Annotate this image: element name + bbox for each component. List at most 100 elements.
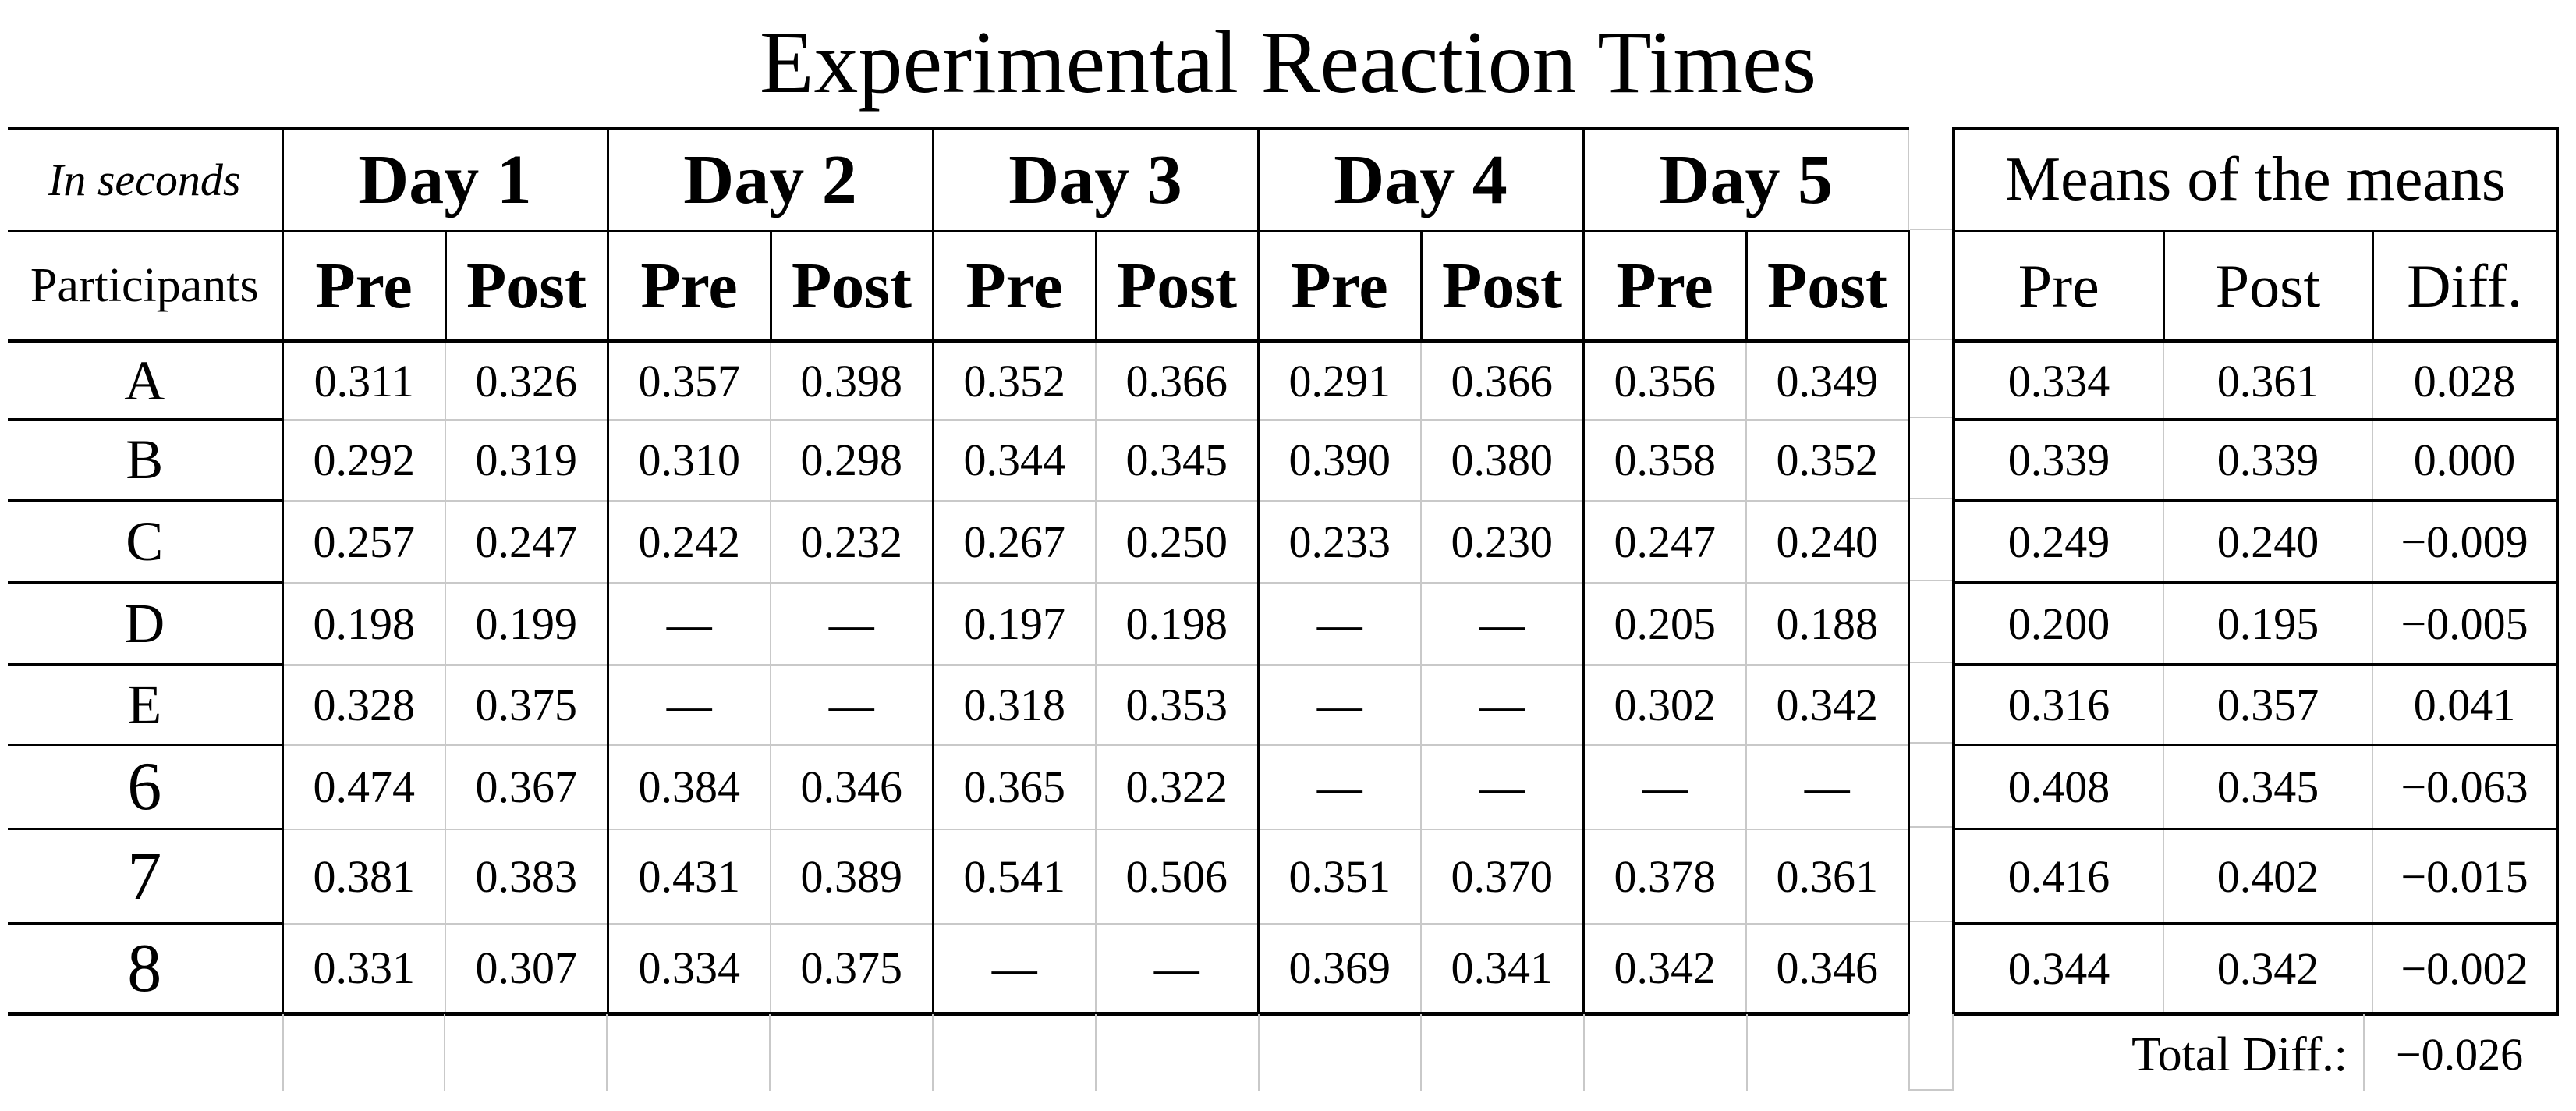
participant-row: E 0.328 0.375— —0.318 0.353— —0.302 0.342 (8, 664, 1910, 746)
reaction-time-cell: — (1256, 582, 1421, 666)
grid-line (1910, 339, 1952, 340)
mean-value-cell: 0.416 (1954, 829, 2163, 925)
participant-row: D 0.198 0.199— —0.197 0.198— —0.205 0.188 (8, 582, 1910, 666)
reaction-time-cell: — (1420, 582, 1583, 666)
means-row: 0.316 0.357 0.041 (1954, 664, 2557, 746)
participant-label: C (8, 500, 284, 584)
reaction-time-cell: 0.205 (1582, 582, 1746, 666)
reaction-time-cell: 0.341 (1420, 923, 1583, 1016)
participant-label: 6 (8, 744, 284, 830)
reaction-time-cell: 0.351 (1256, 829, 1421, 925)
pre-header: Pre (606, 231, 771, 343)
reaction-time-cell: 0.302 (1582, 664, 1746, 746)
reaction-time-cell: 0.353 (1095, 664, 1258, 746)
mean-value-cell: −0.063 (2372, 744, 2557, 830)
reaction-time-cell: 0.307 (445, 923, 608, 1016)
reaction-time-cell: — (1095, 923, 1258, 1016)
participant-label: 7 (8, 829, 284, 925)
reaction-time-cell: 0.198 (1095, 582, 1258, 666)
reaction-time-cell: 0.318 (931, 664, 1096, 746)
reaction-time-cell: 0.431 (606, 829, 771, 925)
reaction-time-cell: 0.240 (1745, 500, 1910, 584)
reaction-time-cell: 0.390 (1256, 419, 1421, 502)
reaction-time-cell: 0.311 (281, 341, 445, 421)
reaction-time-cell: 0.506 (1095, 829, 1258, 925)
reaction-time-cell: 0.319 (445, 419, 608, 502)
participant-row: C 0.257 0.247 0.242 0.232 0.267 0.250 0.233 0.23… (8, 500, 1910, 584)
reaction-time-cell: 0.291 (1256, 341, 1421, 421)
reaction-time-cell: 0.346 (770, 744, 933, 830)
grid-line (932, 1014, 934, 1091)
means-row: 0.344 0.342 −0.002 (1954, 923, 2557, 1016)
means-table: Means of the means Pre Post Diff. 0.334 0… (1952, 127, 2559, 1016)
reaction-time-cell: 0.188 (1745, 582, 1910, 666)
reaction-time-cell: 0.247 (1582, 500, 1746, 584)
reaction-time-cell: 0.331 (281, 923, 445, 1016)
participant-label: 8 (8, 923, 284, 1016)
reaction-time-cell: 0.366 (1420, 341, 1583, 421)
reaction-time-cell: 0.232 (770, 500, 933, 584)
means-table-body: 0.334 0.361 0.028 0.339 0.339 0.000 0.249 0.240… (1954, 341, 2557, 1016)
participants-header: Participants (8, 231, 284, 343)
mean-value-cell: 0.000 (2372, 419, 2557, 502)
reaction-time-cell: 0.365 (931, 744, 1096, 830)
participant-label: D (8, 582, 284, 666)
reaction-time-cell: — (1420, 744, 1583, 830)
participant-label: E (8, 664, 284, 746)
participant-label: A (8, 341, 284, 421)
reaction-time-cell: 0.322 (1095, 744, 1258, 830)
day-header-row: In seconds Day 1 Day 2 Day 3 Day 4 Day 5 (8, 128, 1909, 232)
grid-line (2363, 1014, 2365, 1091)
post-header: Post (444, 231, 608, 343)
reaction-time-cell: 0.267 (931, 500, 1096, 584)
reaction-time-cell: — (1256, 744, 1421, 830)
pre-header: Pre (1582, 231, 1746, 343)
mean-value-cell: 0.357 (2163, 664, 2372, 746)
mean-value-cell: 0.028 (2372, 341, 2557, 421)
means-post-header: Post (2162, 231, 2372, 343)
means-row: 0.200 0.195 −0.005 (1954, 582, 2557, 666)
reaction-time-cell: 0.381 (281, 829, 445, 925)
reaction-time-cell: 0.242 (606, 500, 771, 584)
mean-value-cell: −0.009 (2372, 500, 2557, 584)
means-row: 0.339 0.339 0.000 (1954, 419, 2557, 502)
reaction-time-cell: 0.345 (1095, 419, 1258, 502)
means-diff-header: Diff. (2371, 231, 2557, 343)
mean-value-cell: 0.195 (2163, 582, 2372, 666)
reaction-time-cell: 0.197 (931, 582, 1096, 666)
mean-value-cell: 0.249 (1954, 500, 2163, 584)
mean-value-cell: 0.345 (2163, 744, 2372, 830)
grid-line (1910, 498, 1952, 499)
mean-value-cell: 0.316 (1954, 664, 2163, 746)
mean-value-cell: 0.402 (2163, 829, 2372, 925)
reaction-time-cell: 0.389 (770, 829, 933, 925)
participant-row: B 0.292 0.319 0.310 0.298 0.344 0.345 0.390 0.38… (8, 419, 1910, 502)
mean-value-cell: 0.334 (1954, 341, 2163, 421)
reaction-time-cell: 0.250 (1095, 500, 1258, 584)
reaction-time-cell: 0.346 (1745, 923, 1910, 1016)
units-label: In seconds (8, 128, 284, 232)
means-title-row: Means of the means (1954, 128, 2557, 232)
means-row: 0.408 0.345 −0.063 (1954, 744, 2557, 830)
means-row: 0.249 0.240 −0.009 (1954, 500, 2557, 584)
mean-value-cell: 0.240 (2163, 500, 2372, 584)
mean-value-cell: −0.005 (2372, 582, 2557, 666)
main-table-body: A 0.311 0.326 0.357 0.398 0.352 0.366 0.291 0.36… (8, 341, 1910, 1016)
pre-header: Pre (281, 231, 445, 343)
mean-value-cell: 0.344 (1954, 923, 2163, 1016)
reaction-time-cell: 0.334 (606, 923, 771, 1016)
reaction-time-cell: 0.233 (1256, 500, 1421, 584)
reaction-time-cell: 0.380 (1420, 419, 1583, 502)
reaction-time-cell: 0.257 (281, 500, 445, 584)
reaction-time-cell: 0.356 (1582, 341, 1746, 421)
participant-row: A 0.311 0.326 0.357 0.398 0.352 0.366 0.291 0.36… (8, 341, 1910, 421)
grid-line (1908, 1014, 1910, 1091)
means-header-row: Pre Post Diff. (1954, 231, 2557, 343)
reaction-time-cell: — (931, 923, 1096, 1016)
grid-line (1746, 1014, 1748, 1091)
reaction-time-cell: 0.398 (770, 341, 933, 421)
mean-value-cell: 0.361 (2163, 341, 2372, 421)
reaction-time-cell: — (1420, 664, 1583, 746)
grid-line (1910, 1089, 1952, 1091)
pre-post-header-row: Participants Pre Post Pre Post Pre Post … (8, 231, 1910, 343)
